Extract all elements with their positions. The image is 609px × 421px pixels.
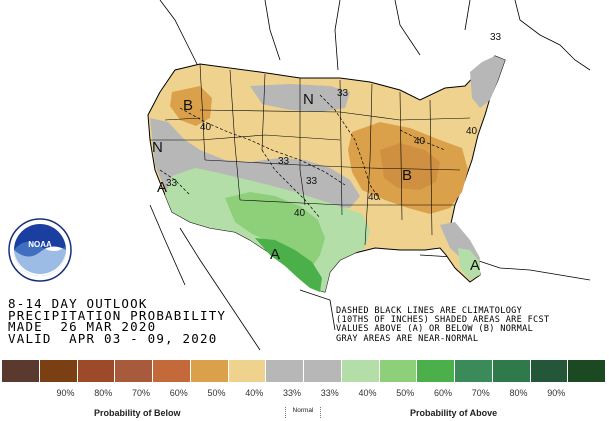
note-line: VALUES ABOVE (A) OR BELOW (B) NORMAL (336, 324, 534, 335)
normal-new-england (470, 56, 505, 108)
legend-tick-label: 50% (207, 388, 226, 398)
legend-above-label: Probability of Above (410, 408, 498, 418)
region-label-above-florida: A (470, 257, 480, 274)
legend-tick-label: 60% (169, 388, 188, 398)
note-line: DASHED BLACK LINES ARE CLIMATOLOGY (336, 306, 523, 316)
region-label-above-texas: A (270, 246, 280, 263)
legend-swatch (77, 360, 115, 382)
region-label-below-northwest: B (183, 97, 193, 114)
contour-label: 33 (337, 88, 349, 99)
legend-normal-label: Normal (283, 407, 323, 418)
noaa-logo: NOAA (8, 218, 72, 282)
legend-swatch (39, 360, 77, 382)
tick-spacer (568, 388, 606, 398)
legend-tick-label: 80% (509, 388, 528, 398)
precipitation-outlook-map: B N N B A A A 33 40 33 33 40 40 33 40 40… (8, 0, 591, 351)
outlook-title: 8-14 DAY OUTLOOK PRECIPITATION PROBABILIT… (8, 298, 226, 344)
normal-west-band (150, 118, 360, 208)
legend-swatch (190, 360, 228, 382)
map-notes: DASHED BLACK LINES ARE CLIMATOLOGY (10THS… (336, 306, 550, 344)
region-label-normal-west: N (152, 139, 163, 156)
legend-below-label: Probability of Below (94, 408, 181, 418)
contour-label: 33 (166, 178, 178, 189)
legend-swatch (304, 360, 341, 382)
above-southwest-medium (225, 192, 325, 270)
tick-spacer (2, 388, 40, 398)
title-line: PRECIPITATION PROBABILITY (8, 307, 227, 323)
legend-tick-label: 90% (547, 388, 566, 398)
legend-tick-label: 70% (471, 388, 490, 398)
legend-swatch (417, 360, 454, 382)
legend-tick-label: 33% (282, 388, 301, 398)
title-line: 8-14 DAY OUTLOOK (8, 296, 148, 311)
svg-text:NOAA: NOAA (28, 240, 52, 249)
climatology-contours (159, 94, 446, 219)
legend-swatch (153, 360, 190, 382)
legend-tick-label: 70% (131, 388, 150, 398)
legend-swatch (115, 360, 152, 382)
region-label-below-east: B (402, 167, 412, 184)
legend-swatch (341, 360, 379, 382)
contour-label: 40 (368, 192, 380, 203)
note-line: (10THS OF INCHES) SHADED AREAS ARE FCST (336, 315, 550, 326)
legend-tick-label: 40% (245, 388, 264, 398)
contour-label: 40 (414, 136, 426, 147)
legend-ticks: 90% 80% 70% 60% 50% 40% 33% 33% 40% 50% 60% 70% 80% 9… (2, 388, 606, 398)
legend-tick-label: 40% (358, 388, 377, 398)
title-line: MADE 26 MAR 2020 (8, 319, 157, 334)
legend-swatch (2, 360, 39, 382)
legend-tick-label: 80% (94, 388, 113, 398)
region-label-above-southwest: A (157, 179, 167, 196)
legend-swatch (530, 360, 568, 382)
legend-tick-label: 90% (56, 388, 75, 398)
region-label-normal-north: N (303, 91, 314, 108)
contour-label: 33 (306, 176, 318, 187)
state-boundaries (150, 63, 471, 246)
legend-swatch (266, 360, 303, 382)
contour-label: 33 (278, 156, 290, 167)
above-florida (458, 248, 480, 280)
above-texas (255, 238, 322, 292)
contour-label: 33 (490, 32, 502, 43)
legend-swatch (492, 360, 530, 382)
contour-label: 40 (200, 122, 212, 133)
below-east-core (380, 143, 440, 190)
note-line: GRAY AREAS ARE NEAR-NORMAL (336, 333, 479, 344)
legend-swatch (455, 360, 492, 382)
legend-tick-label: 33% (320, 388, 339, 398)
contour-label: 40 (466, 126, 478, 137)
legend-swatch (568, 360, 605, 382)
contour-label: 40 (294, 208, 306, 219)
title-line: VALID APR 03 - 09, 2020 (8, 330, 218, 346)
legend-tick-label: 60% (433, 388, 452, 398)
probability-legend (2, 360, 606, 382)
legend-tick-label: 50% (396, 388, 415, 398)
legend-swatch (228, 360, 266, 382)
legend-swatch (379, 360, 417, 382)
